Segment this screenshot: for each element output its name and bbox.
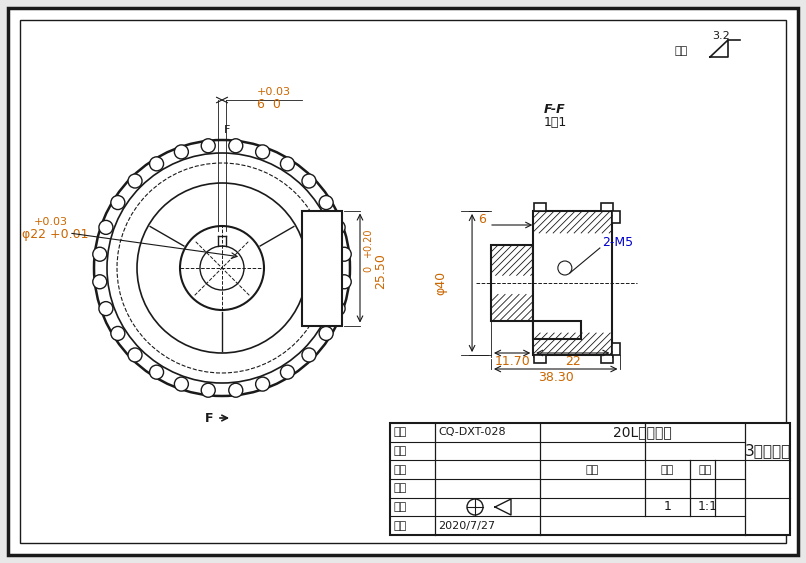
Bar [601,203,613,211]
Circle shape [93,275,106,289]
Text: 22: 22 [565,355,580,368]
Bar [302,211,342,325]
Text: 日期: 日期 [393,521,406,531]
Text: F-F: F-F [544,103,566,116]
Text: 材料: 材料 [586,464,599,475]
Circle shape [150,365,164,379]
Circle shape [256,145,270,159]
Circle shape [180,226,264,310]
Text: 其余: 其余 [675,46,688,56]
Text: 3.2: 3.2 [712,31,729,41]
Text: F: F [205,412,214,425]
Circle shape [174,145,189,159]
Circle shape [331,220,345,234]
Circle shape [202,138,215,153]
Text: φ22 +0.01: φ22 +0.01 [22,228,89,241]
Text: F: F [224,125,231,135]
Bar [534,203,546,211]
Circle shape [337,247,351,261]
Circle shape [229,138,243,153]
Circle shape [302,174,316,188]
Circle shape [229,383,243,397]
Circle shape [256,377,270,391]
Circle shape [200,246,244,290]
Text: 3米定型台: 3米定型台 [745,444,791,458]
Circle shape [111,327,125,341]
Text: 1: 1 [663,501,671,513]
Text: 图号: 图号 [393,427,406,437]
Text: 数量: 数量 [661,464,674,475]
Circle shape [93,247,106,261]
Circle shape [99,220,113,234]
Text: 比例: 比例 [699,464,713,475]
Circle shape [128,174,142,188]
Text: 1：1: 1：1 [543,116,567,129]
Circle shape [558,261,572,275]
Bar [534,355,546,363]
Text: 6: 6 [478,213,486,226]
Text: 25.50: 25.50 [374,253,387,289]
Text: 6  0: 6 0 [257,98,280,111]
Circle shape [94,140,350,396]
Text: 20L同步带轮: 20L同步带轮 [613,425,672,439]
Text: 设计: 设计 [393,446,406,456]
Text: φ40: φ40 [434,271,447,295]
Circle shape [99,302,113,316]
Bar [491,245,534,321]
Circle shape [337,275,351,289]
Text: 制图: 制图 [393,464,406,475]
Bar [534,321,580,339]
Bar [534,211,613,355]
Text: +0.03: +0.03 [34,217,68,227]
Text: 2020/7/27: 2020/7/27 [438,521,495,531]
Circle shape [111,195,125,209]
Text: 11.70: 11.70 [494,355,530,368]
Circle shape [137,183,307,353]
Circle shape [302,348,316,362]
Text: 工艺: 工艺 [393,502,406,512]
Text: 0: 0 [363,266,373,272]
Text: +0.03: +0.03 [257,87,291,97]
Bar [613,211,621,223]
Circle shape [331,302,345,316]
Circle shape [280,157,294,171]
Bar [601,355,613,363]
Text: CQ-DXT-028: CQ-DXT-028 [438,427,505,437]
Bar [390,423,790,535]
Text: 审核: 审核 [393,483,406,493]
Circle shape [280,365,294,379]
Text: 2-M5: 2-M5 [602,236,633,249]
Circle shape [319,327,333,341]
Text: 38.30: 38.30 [538,371,574,384]
Circle shape [319,195,333,209]
Text: +0.20: +0.20 [363,229,373,258]
Circle shape [150,157,164,171]
Text: 1:1: 1:1 [697,501,717,513]
Circle shape [174,377,189,391]
Bar [613,343,621,355]
Circle shape [128,348,142,362]
Circle shape [202,383,215,397]
